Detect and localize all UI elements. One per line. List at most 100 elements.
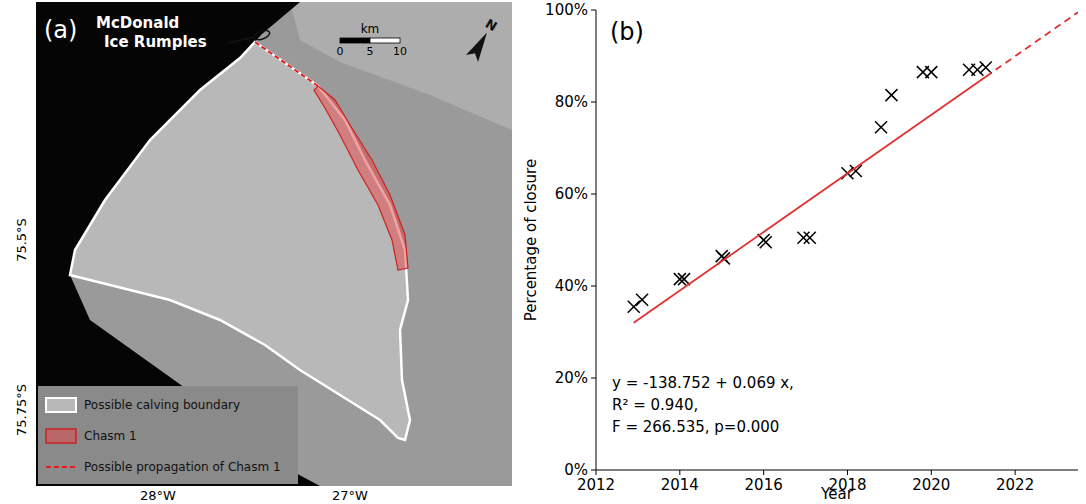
scatter-point [875,121,887,133]
marker-stroke [760,236,772,248]
x-tick-label: 2012 [577,476,615,494]
scale-unit: km [361,22,380,36]
lon-label: 27°W [332,488,368,503]
marker-stroke [760,236,772,248]
legend-label: Possible calving boundary [84,398,240,412]
north-label: N [483,16,500,34]
map-legend: Possible calving boundary Chasm 1 Possible… [38,386,298,484]
panel-label: (a) [44,16,77,44]
map-title: McDonaldIce Rumples [96,14,207,51]
marker-stroke [925,66,937,78]
y-tick-label: 100% [545,1,588,19]
scatter-point [971,64,983,76]
panel-label: (b) [610,18,644,46]
x-tick-label: 2014 [661,476,699,494]
x-tick [596,470,597,475]
map-panel: (a) McDonaldIce Rumples 0 5 10 km N 75.5°S 75.75… [14,2,512,503]
scatter-point [628,301,640,313]
north-arrow: N [466,15,501,62]
y-tick [591,470,596,471]
x-axis [596,470,1078,471]
x-tick [847,470,848,475]
marker-stroke [628,301,640,313]
chart-panel: 0%20%40%60%80%100%2012201420162018202020… [522,1,1078,503]
marker-stroke [885,89,897,101]
marker-stroke [971,64,983,76]
fit-line [634,77,986,323]
marker-stroke [925,66,937,78]
y-tick [591,102,596,103]
legend-swatch [46,429,76,443]
scatter-point [797,232,809,244]
scatter-point [678,273,690,285]
scatter-point [925,66,937,78]
lon-label: 28°W [140,488,176,503]
plot-area [628,12,1078,323]
marker-stroke [636,294,648,306]
marker-stroke [678,273,690,285]
scale-label: 0 [337,45,344,58]
annotation: y = -138.752 + 0.069 x, [612,374,794,392]
legend-label: Chasm 1 [84,429,137,443]
y-tick-label: 80% [555,93,588,111]
marker-stroke [875,121,887,133]
chasm-1 [314,86,408,270]
y-tick [591,194,596,195]
chasm-propagation [255,42,318,86]
scale-segment [340,38,370,43]
marker-stroke [678,273,690,285]
scatter-point [760,236,772,248]
rumples-leader [228,37,254,43]
lat-label: 75.5°S [14,218,29,262]
scale-label: 5 [367,45,374,58]
y-axis [596,10,597,470]
north-arrow-shape [466,29,493,62]
legend-swatch [46,466,76,468]
legend-swatch [46,398,76,412]
y-tick-label: 40% [555,277,588,295]
x-tick [679,470,680,475]
x-tick [1015,470,1016,475]
scatter-point [804,232,816,244]
y-tick-label: 20% [555,369,588,387]
legend-label: Possible propagation of Chasm 1 [84,460,281,474]
x-tick [763,470,764,475]
y-tick [591,378,596,379]
map-title-line: Ice Rumples [104,33,207,51]
marker-stroke [875,121,887,133]
marker-stroke [980,62,992,74]
map-title-line: McDonald [96,14,179,32]
scatter-point [980,62,992,74]
y-tick [591,10,596,11]
y-tick-label: 60% [555,185,588,203]
marker-stroke [797,232,809,244]
marker-stroke [885,89,897,101]
x-tick-label: 2020 [912,476,950,494]
marker-stroke [980,62,992,74]
legend-box [38,386,298,484]
marker-stroke [636,294,648,306]
marker-stroke [804,232,816,244]
marker-stroke [971,64,983,76]
ice-rumples [253,29,271,42]
marker-stroke [628,301,640,313]
scale-segment [370,38,400,43]
map-background [36,2,512,486]
figure: (a) McDonaldIce Rumples 0 5 10 km N 75.5°S 75.75… [0,0,1086,504]
annotation: F = 266.535, p=0.000 [612,418,779,436]
y-axis-title: Percentage of closure [522,159,540,321]
scale-label: 10 [393,45,407,58]
fit-line [986,12,1078,76]
x-tick-label: 2022 [996,476,1034,494]
calving-boundary [70,42,410,440]
x-tick-label: 2016 [745,476,783,494]
scatter-point [636,294,648,306]
x-axis-title: Year [820,485,854,503]
marker-stroke [804,232,816,244]
scatter-point [885,89,897,101]
annotation: R² = 0.940, [612,396,698,414]
marker-stroke [797,232,809,244]
y-tick [591,286,596,287]
x-tick [931,470,932,475]
lat-label: 75.75°S [14,384,29,436]
